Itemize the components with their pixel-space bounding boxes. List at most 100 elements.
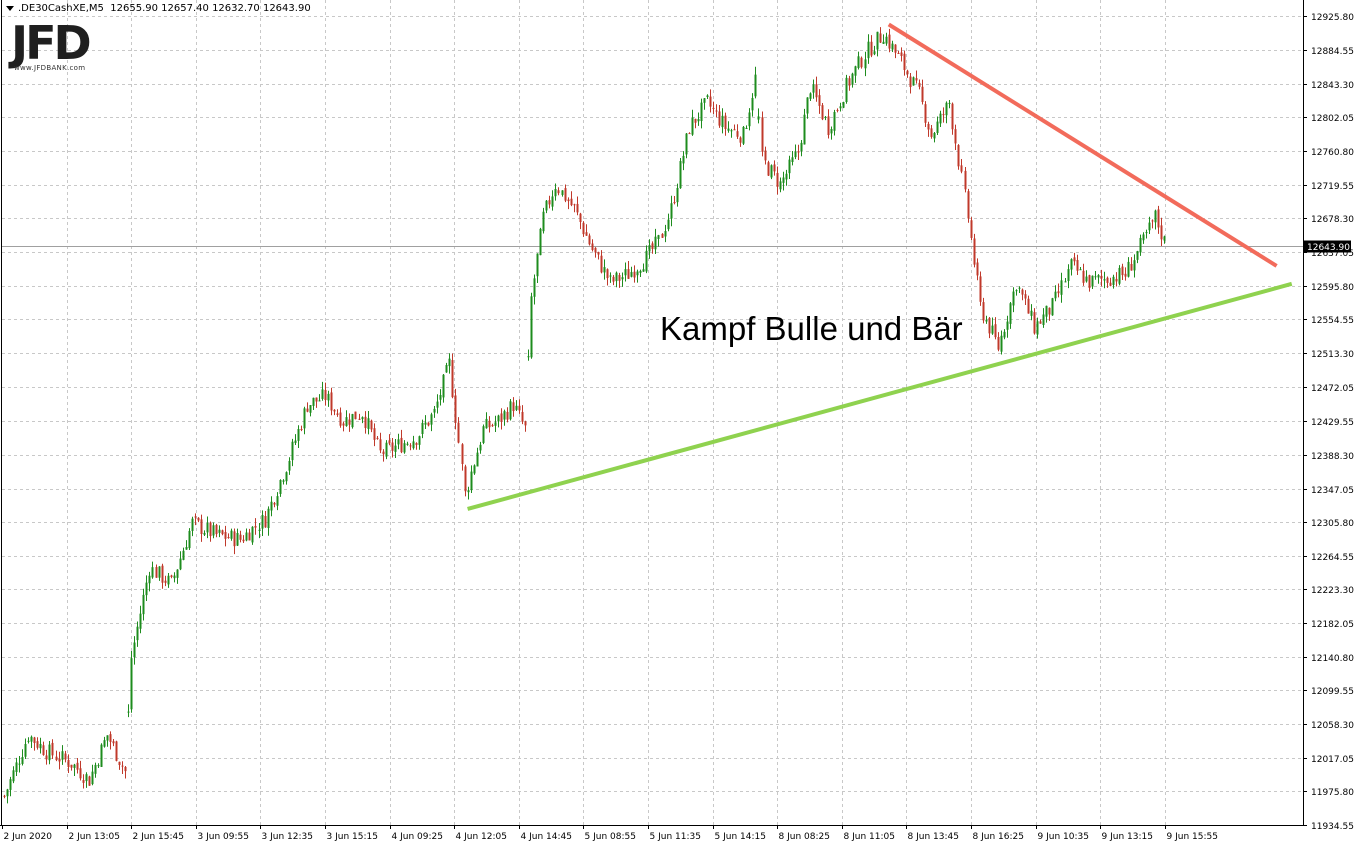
candle-body [773, 164, 776, 172]
candle-body [482, 426, 485, 443]
candle-body [845, 77, 848, 103]
candle-body [473, 465, 476, 474]
candle-body [1057, 291, 1060, 294]
candle-body [500, 413, 503, 422]
candle-body [970, 220, 973, 238]
candle-body [439, 395, 442, 400]
candle-body [864, 59, 867, 69]
candle-body [212, 525, 215, 536]
candle-body [582, 222, 585, 235]
candle-body [988, 317, 991, 334]
candle-body [239, 534, 242, 540]
candle-body [751, 97, 754, 111]
candle-body [712, 107, 715, 109]
candle-body [245, 532, 248, 541]
symbol-header: .DE30CashXE,M5 12655.90 12657.40 12632.7… [6, 3, 311, 14]
candle-body [1048, 307, 1051, 315]
candle-body [542, 211, 545, 232]
candle-body [1051, 298, 1054, 316]
candle-body [585, 232, 588, 236]
candle-body [933, 132, 936, 139]
candle-body [906, 70, 909, 75]
x-tick-label: 4 Jun 14:45 [521, 832, 572, 842]
candle-body [706, 95, 709, 97]
candle-body [657, 235, 660, 239]
candle-body [173, 575, 176, 579]
candle-body [161, 565, 164, 583]
y-tick-label: 12429.55 [1311, 418, 1354, 428]
candle-body [248, 532, 251, 541]
candle-body [627, 269, 630, 279]
y-tick-label: 12843.30 [1311, 81, 1354, 91]
candle-body [67, 759, 70, 768]
candle-body [227, 537, 230, 539]
current-price-box [1304, 240, 1351, 253]
candle-body [960, 165, 963, 172]
candle-body [142, 594, 145, 615]
candle-body [345, 417, 348, 427]
candle-body [1076, 260, 1079, 271]
candle-body [512, 402, 515, 412]
candle-body [430, 414, 433, 425]
candle-body [721, 115, 724, 128]
candle-body [1157, 209, 1160, 228]
candle-body [857, 56, 860, 68]
candle-body [1085, 276, 1088, 282]
candle-body [45, 755, 48, 760]
candle-body [888, 34, 891, 49]
candle-body [1060, 280, 1063, 295]
candle-body [761, 117, 764, 152]
candle-body [73, 764, 76, 768]
candle-body [1106, 277, 1109, 283]
candle-body [812, 84, 815, 93]
candle-body [709, 96, 712, 107]
x-tick-label: 2 Jun 15:45 [133, 832, 184, 842]
candle-body [94, 764, 97, 774]
candle-body [576, 203, 579, 213]
candle-body [624, 269, 627, 276]
candle-body [770, 165, 773, 178]
y-tick-label: 12017.05 [1311, 755, 1354, 765]
candle-body [33, 737, 36, 744]
candle-body [1045, 305, 1048, 317]
candle-body [336, 413, 339, 415]
candle-body [979, 276, 982, 302]
candle-body [551, 196, 554, 207]
candle-body [315, 397, 318, 402]
candle-body [367, 418, 370, 429]
candle-body [97, 765, 100, 767]
candle-body [1042, 314, 1045, 326]
candle-body [236, 532, 239, 546]
candle-body [130, 658, 133, 710]
candle-body [727, 128, 730, 131]
x-tick-label: 9 Jun 15:55 [1167, 832, 1218, 842]
candle-body [358, 418, 361, 420]
candle-body [973, 238, 976, 265]
candle-body [1145, 232, 1148, 234]
candle-body [909, 76, 912, 88]
candle-body [297, 429, 300, 441]
candle-body [433, 408, 436, 413]
candle-body [521, 411, 524, 422]
candle-body [1064, 281, 1067, 283]
candle-body [55, 756, 58, 761]
candle-body [109, 734, 112, 742]
candle-body [1000, 335, 1003, 352]
candle-body [651, 243, 654, 249]
candle-body [661, 233, 664, 238]
candle-body [564, 188, 567, 201]
candle-body [754, 74, 757, 97]
candle-body [185, 547, 188, 550]
candle-body [361, 417, 364, 420]
candle-body [1121, 266, 1124, 276]
candle-body [870, 41, 873, 56]
y-tick-label: 12760.80 [1311, 148, 1354, 158]
x-tick-label: 3 Jun 15:15 [327, 832, 378, 842]
candle-body [294, 440, 297, 443]
logo-wordmark: JFD [11, 16, 92, 70]
candle-body [654, 236, 657, 250]
candle-body [127, 711, 130, 713]
dropdown-arrow-icon[interactable] [6, 5, 14, 11]
candle-body [273, 502, 276, 505]
